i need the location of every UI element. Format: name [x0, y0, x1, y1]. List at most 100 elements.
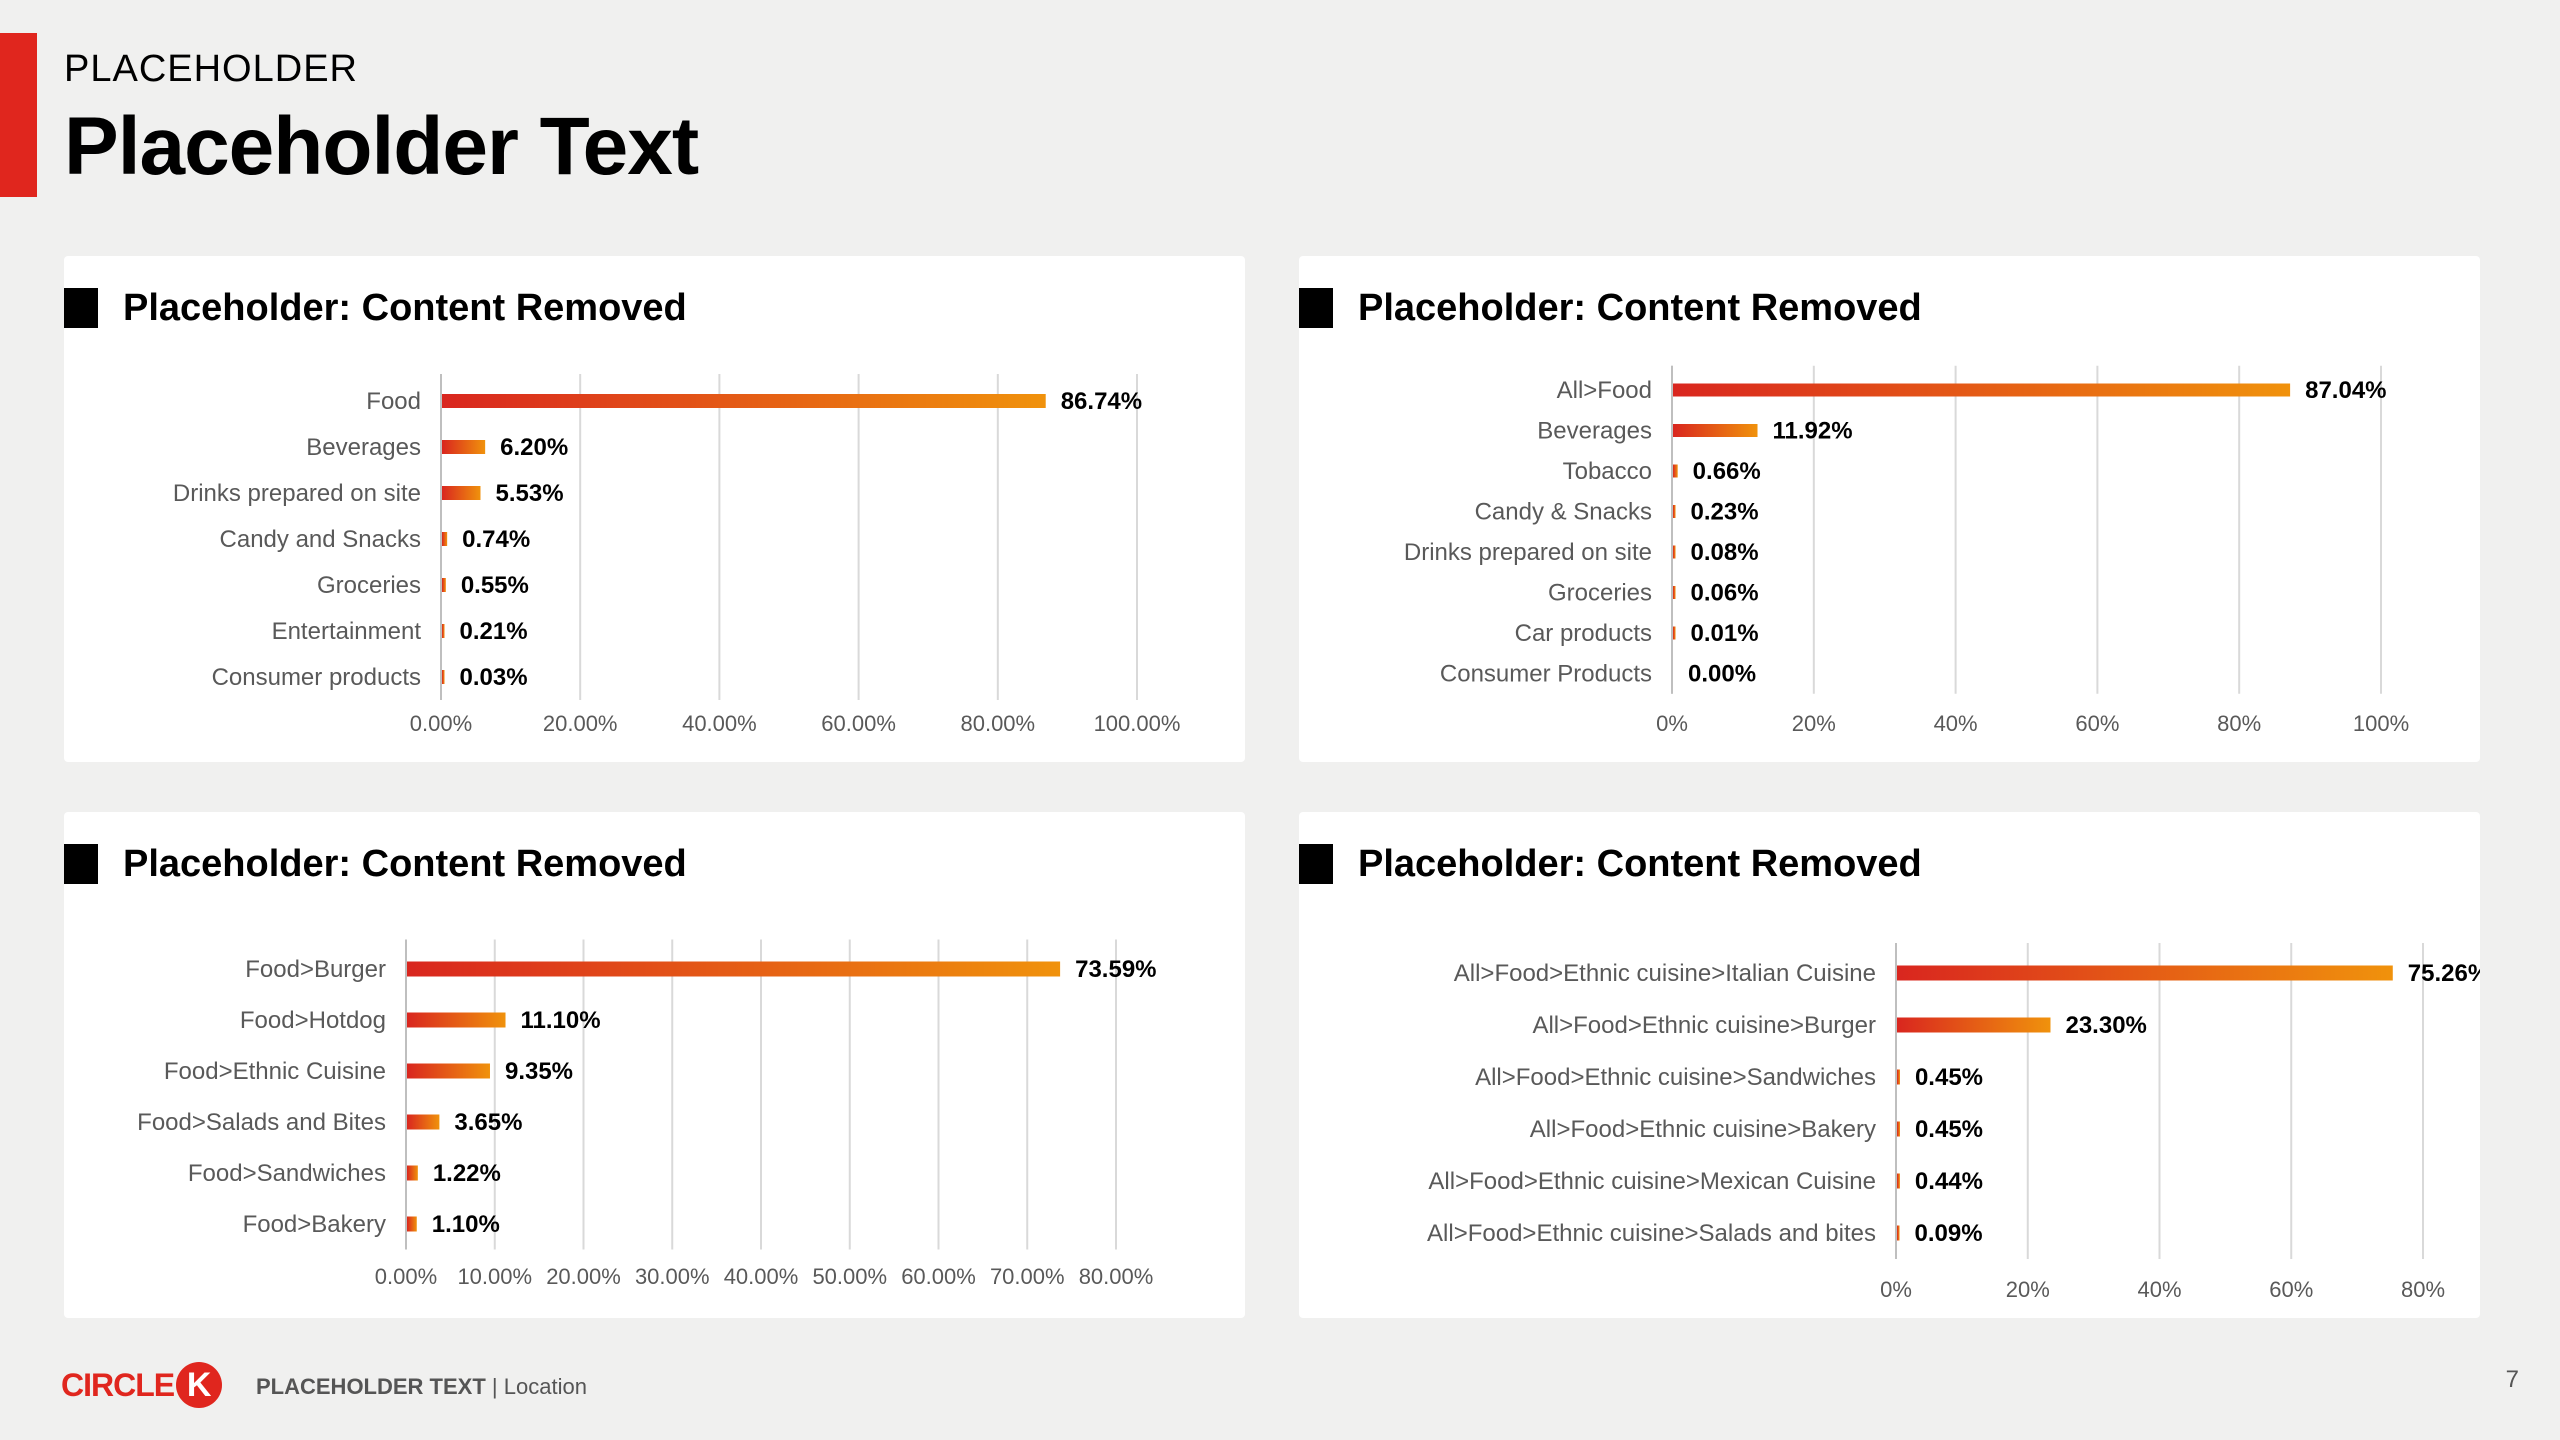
x-tick-label: 80%: [2401, 1277, 2445, 1302]
header-accent-bar: [0, 33, 37, 197]
data-label: 9.35%: [505, 1058, 573, 1085]
data-label: 3.65%: [454, 1109, 522, 1136]
x-tick-label: 0.00%: [375, 1264, 437, 1289]
data-label: 75.26%: [2408, 960, 2480, 987]
category-label: Food>Burger: [245, 956, 386, 983]
chart-card-2: Placeholder: Content Removed 0% 20% 40% 60%…: [1299, 256, 2480, 762]
bar: [1897, 1121, 1900, 1137]
chart-3-title: Placeholder: Content Removed: [123, 842, 687, 885]
bar: [407, 1114, 440, 1130]
x-tick-label: 40%: [1934, 711, 1978, 736]
x-tick-label: 100.00%: [1094, 711, 1181, 736]
chart-card-4: Placeholder: Content Removed 0% 20% 40% 60%…: [1299, 812, 2489, 1318]
logo-k-icon: K: [176, 1362, 223, 1408]
x-tick-label: 20%: [2006, 1277, 2050, 1302]
category-label: Tobacco: [1563, 458, 1652, 485]
bar: [1897, 1017, 2051, 1033]
title-marker-icon: [64, 844, 98, 884]
page-title: Placeholder Text: [64, 101, 699, 192]
bar: [1673, 626, 1676, 640]
chart-4-title: Placeholder: Content Removed: [1358, 842, 1922, 885]
bar: [1673, 383, 2291, 397]
data-label: 0.21%: [460, 618, 528, 645]
data-label: 73.59%: [1075, 956, 1156, 983]
bar: [407, 961, 1061, 977]
category-label: Beverages: [1537, 418, 1652, 445]
data-label: 11.92%: [1773, 418, 1853, 445]
category-label: All>Food>Ethnic cuisine>Italian Cuisine: [1454, 960, 1876, 987]
x-tick-label: 20%: [1792, 711, 1836, 736]
x-tick-label: 60%: [2269, 1277, 2313, 1302]
bar: [442, 440, 486, 454]
chart-card-4-header: Placeholder: Content Removed: [1299, 842, 1922, 886]
bar: [442, 486, 481, 500]
x-tick-label: 40.00%: [682, 711, 757, 736]
footer-location: Location: [503, 1374, 587, 1399]
data-label: 0.55%: [461, 572, 529, 599]
bar: [442, 624, 445, 638]
x-tick-label: 80%: [2217, 711, 2261, 736]
chart-card-3-header: Placeholder: Content Removed: [64, 842, 687, 886]
bar: [442, 578, 446, 592]
title-marker-icon: [1299, 844, 1333, 884]
data-label: 0.44%: [1915, 1168, 1983, 1195]
circle-k-logo: CIRCLE K: [61, 1362, 223, 1408]
footer-separator: |: [491, 1374, 498, 1399]
x-tick-label: 40.00%: [724, 1264, 799, 1289]
x-tick-label: 80.00%: [1079, 1264, 1154, 1289]
bar: [407, 1165, 418, 1181]
data-label: 0.66%: [1693, 458, 1761, 485]
bar: [1673, 464, 1678, 478]
data-label: 23.30%: [2065, 1012, 2146, 1039]
category-label: All>Food>Ethnic cuisine>Burger: [1532, 1012, 1876, 1039]
x-tick-label: 10.00%: [457, 1264, 532, 1289]
logo-text: CIRCLE: [61, 1366, 175, 1403]
data-label: 6.20%: [500, 434, 568, 461]
x-tick-label: 60.00%: [901, 1264, 976, 1289]
data-label: 11.10%: [521, 1007, 601, 1034]
category-label: All>Food>Ethnic cuisine>Mexican Cuisine: [1428, 1168, 1876, 1195]
category-label: Consumer products: [212, 664, 421, 691]
chart-1: 0.00% 20.00% 40.00% 60.00% 80.00% 100.00% Food…: [173, 374, 1181, 736]
footer-label-bold: PLACEHOLDER TEXT: [256, 1374, 486, 1399]
x-tick-label: 60%: [2075, 711, 2119, 736]
x-tick-label: 30.00%: [635, 1264, 710, 1289]
bar: [407, 1063, 490, 1079]
category-label: Entertainment: [272, 618, 422, 645]
page-pre-title: PLACEHOLDER: [64, 48, 358, 90]
data-label: 0.45%: [1915, 1116, 1983, 1143]
bar: [1673, 586, 1676, 599]
x-tick-label: 40%: [2137, 1277, 2181, 1302]
data-label: 1.22%: [433, 1160, 501, 1187]
category-label: Groceries: [317, 572, 421, 599]
x-tick-label: 0%: [1880, 1277, 1912, 1302]
data-label: 0.03%: [460, 664, 528, 691]
data-label: 0.08%: [1691, 539, 1759, 566]
data-label: 87.04%: [2305, 377, 2386, 404]
category-label: Beverages: [306, 434, 421, 461]
chart-card-2-header: Placeholder: Content Removed: [1299, 286, 1922, 330]
bar: [442, 670, 445, 684]
data-label: 0.09%: [1915, 1220, 1983, 1247]
category-label: Food: [366, 388, 421, 415]
bar: [1673, 505, 1676, 518]
footer-label: PLACEHOLDER TEXT | Location: [256, 1374, 587, 1400]
bar: [1673, 545, 1676, 559]
data-label: 0.06%: [1691, 580, 1759, 607]
bar: [442, 532, 448, 546]
data-label: 0.45%: [1915, 1064, 1983, 1091]
chart-2: 0% 20% 40% 60% 80% 100% All>Food 87.04% Beverage…: [1404, 365, 2409, 736]
data-label: 86.74%: [1061, 388, 1142, 415]
bar: [442, 394, 1046, 408]
category-label: Candy & Snacks: [1475, 499, 1652, 526]
title-marker-icon: [1299, 288, 1333, 328]
bar: [407, 1216, 417, 1232]
x-tick-label: 60.00%: [821, 711, 896, 736]
category-label: Food>Hotdog: [240, 1007, 386, 1034]
category-label: Candy and Snacks: [220, 526, 421, 553]
category-label: All>Food>Ethnic cuisine>Bakery: [1530, 1116, 1876, 1143]
category-label: Car products: [1515, 620, 1652, 647]
x-tick-label: 100%: [2353, 711, 2409, 736]
chart-3: 0.00% 10.00% 20.00% 30.00% 40.00% 50.00% 60.00…: [137, 939, 1157, 1289]
x-tick-label: 0.00%: [410, 711, 472, 736]
